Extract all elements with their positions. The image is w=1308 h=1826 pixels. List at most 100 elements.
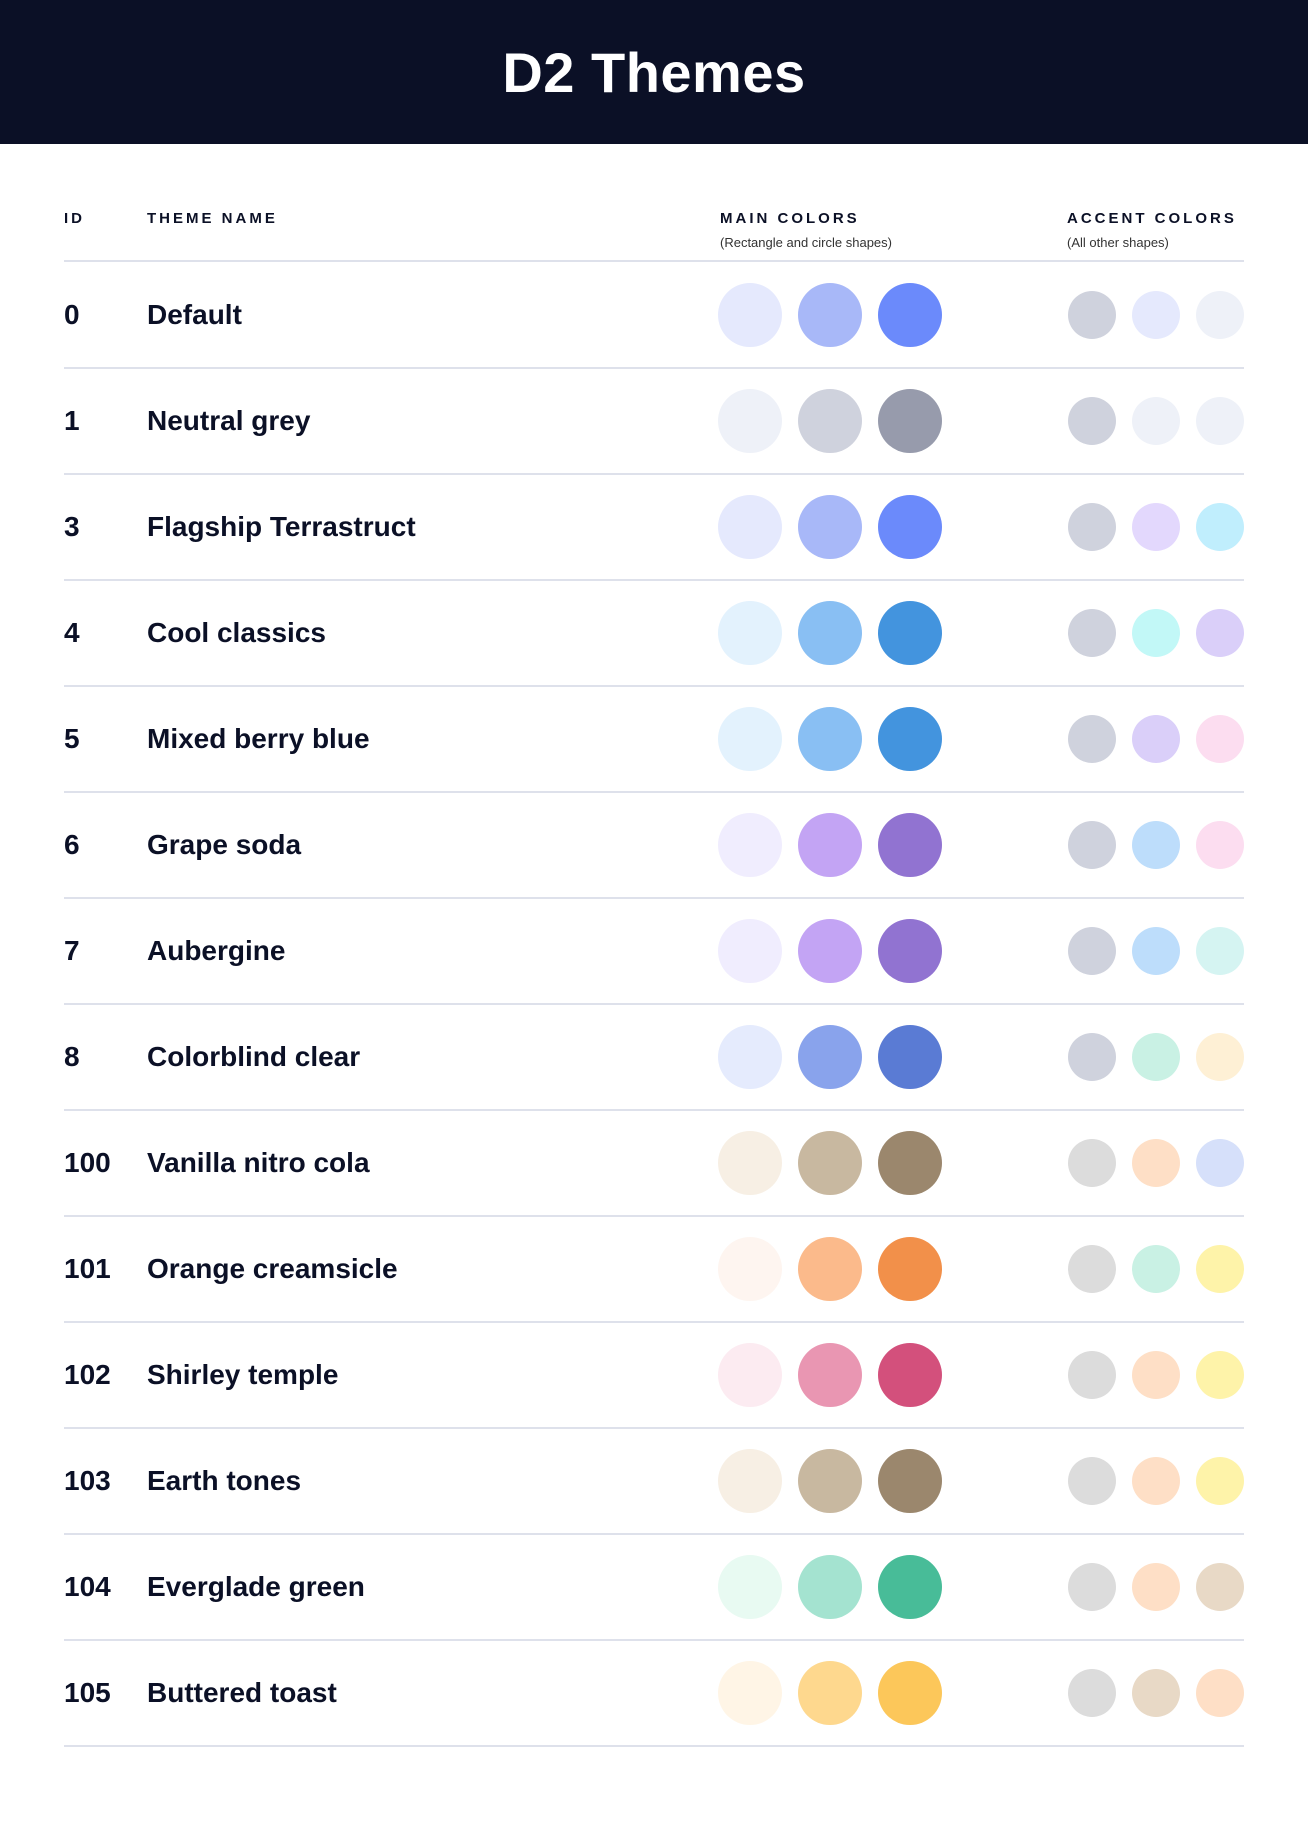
theme-name: Neutral grey [147, 405, 311, 436]
row-divider [64, 579, 1244, 581]
accent-color-swatch [1068, 1351, 1116, 1399]
accent-color-swatch [1132, 715, 1180, 763]
accent-color-swatch [1068, 1033, 1116, 1081]
accent-color-swatch [1132, 291, 1180, 339]
theme-id: 103 [64, 1465, 111, 1496]
theme-id: 1 [64, 405, 80, 436]
row-divider [64, 1427, 1244, 1429]
theme-name: Mixed berry blue [147, 723, 370, 754]
accent-color-swatch [1068, 397, 1116, 445]
accent-color-swatch [1132, 397, 1180, 445]
main-color-swatch [798, 601, 862, 665]
main-color-swatch [798, 1555, 862, 1619]
theme-name: Orange creamsicle [147, 1253, 398, 1284]
accent-color-swatch [1196, 1669, 1244, 1717]
column-subheader-main-colors: (Rectangle and circle shapes) [720, 235, 892, 250]
main-color-swatch [878, 919, 942, 983]
accent-color-swatch [1132, 927, 1180, 975]
main-color-swatch [878, 495, 942, 559]
accent-color-swatch [1196, 821, 1244, 869]
theme-id: 0 [64, 299, 80, 330]
main-color-swatch [718, 1025, 782, 1089]
row-divider [64, 367, 1244, 369]
theme-row: 7 Aubergine [0, 898, 1308, 1004]
theme-name: Vanilla nitro cola [147, 1147, 370, 1178]
row-divider [64, 897, 1244, 899]
main-color-swatch [798, 1131, 862, 1195]
theme-id: 7 [64, 935, 80, 966]
accent-color-swatch [1132, 1033, 1180, 1081]
theme-name: Buttered toast [147, 1677, 337, 1708]
accent-color-swatch [1196, 291, 1244, 339]
accent-color-swatch [1196, 1245, 1244, 1293]
theme-id: 104 [64, 1571, 111, 1602]
row-divider [64, 1109, 1244, 1111]
accent-color-swatch [1196, 715, 1244, 763]
main-color-swatch [798, 1237, 862, 1301]
theme-row: 101 Orange creamsicle [0, 1216, 1308, 1322]
main-color-swatch [878, 707, 942, 771]
theme-row: 4 Cool classics [0, 580, 1308, 686]
row-divider [64, 1215, 1244, 1217]
theme-name: Aubergine [147, 935, 286, 966]
theme-name: Grape soda [147, 829, 302, 860]
column-subheader-accent-colors: (All other shapes) [1067, 235, 1169, 250]
row-divider [64, 1003, 1244, 1005]
main-color-swatch [718, 389, 782, 453]
theme-id: 4 [64, 617, 80, 648]
theme-row: 5 Mixed berry blue [0, 686, 1308, 792]
theme-row: 0 Default [0, 262, 1308, 368]
accent-color-swatch [1132, 1457, 1180, 1505]
accent-color-swatch [1196, 1457, 1244, 1505]
main-color-swatch [878, 1025, 942, 1089]
accent-color-swatch [1068, 821, 1116, 869]
theme-name: Colorblind clear [147, 1041, 361, 1072]
theme-row: 103 Earth tones [0, 1428, 1308, 1534]
theme-name: Cool classics [147, 617, 326, 648]
theme-name: Flagship Terrastruct [147, 511, 416, 542]
theme-name: Everglade green [147, 1571, 365, 1602]
accent-color-swatch [1132, 1245, 1180, 1293]
main-color-swatch [718, 601, 782, 665]
theme-id: 3 [64, 511, 80, 542]
accent-color-swatch [1196, 1351, 1244, 1399]
main-color-swatch [798, 389, 862, 453]
column-header-id: ID [64, 210, 85, 227]
main-color-swatch [878, 1343, 942, 1407]
theme-row: 8 Colorblind clear [0, 1004, 1308, 1110]
main-color-swatch [718, 813, 782, 877]
main-color-swatch [798, 813, 862, 877]
column-header-theme-name: THEME NAME [147, 210, 278, 227]
theme-row: 105 Buttered toast [0, 1640, 1308, 1746]
column-header-main-colors: MAIN COLORS [720, 210, 860, 227]
accent-color-swatch [1132, 1563, 1180, 1611]
main-color-swatch [878, 813, 942, 877]
theme-name: Earth tones [147, 1465, 302, 1496]
accent-color-swatch [1132, 609, 1180, 657]
main-color-swatch [878, 1131, 942, 1195]
row-divider [64, 1321, 1244, 1323]
main-color-swatch [718, 495, 782, 559]
accent-color-swatch [1068, 1457, 1116, 1505]
header-divider [64, 260, 1244, 262]
theme-name: Default [147, 299, 242, 330]
accent-color-swatch [1068, 1245, 1116, 1293]
main-color-swatch [798, 1661, 862, 1725]
theme-row: 102 Shirley temple [0, 1322, 1308, 1428]
accent-color-swatch [1196, 397, 1244, 445]
page-header: D2 Themes [0, 0, 1308, 144]
main-color-swatch [798, 1449, 862, 1513]
accent-color-swatch [1068, 291, 1116, 339]
accent-color-swatch [1068, 503, 1116, 551]
main-color-swatch [798, 707, 862, 771]
theme-row: 1 Neutral grey [0, 368, 1308, 474]
accent-color-swatch [1068, 1563, 1116, 1611]
main-color-swatch [878, 283, 942, 347]
row-divider [64, 791, 1244, 793]
accent-color-swatch [1196, 609, 1244, 657]
theme-id: 101 [64, 1253, 111, 1284]
accent-color-swatch [1068, 609, 1116, 657]
theme-id: 102 [64, 1359, 111, 1390]
row-divider [64, 1639, 1244, 1641]
main-color-swatch [718, 283, 782, 347]
